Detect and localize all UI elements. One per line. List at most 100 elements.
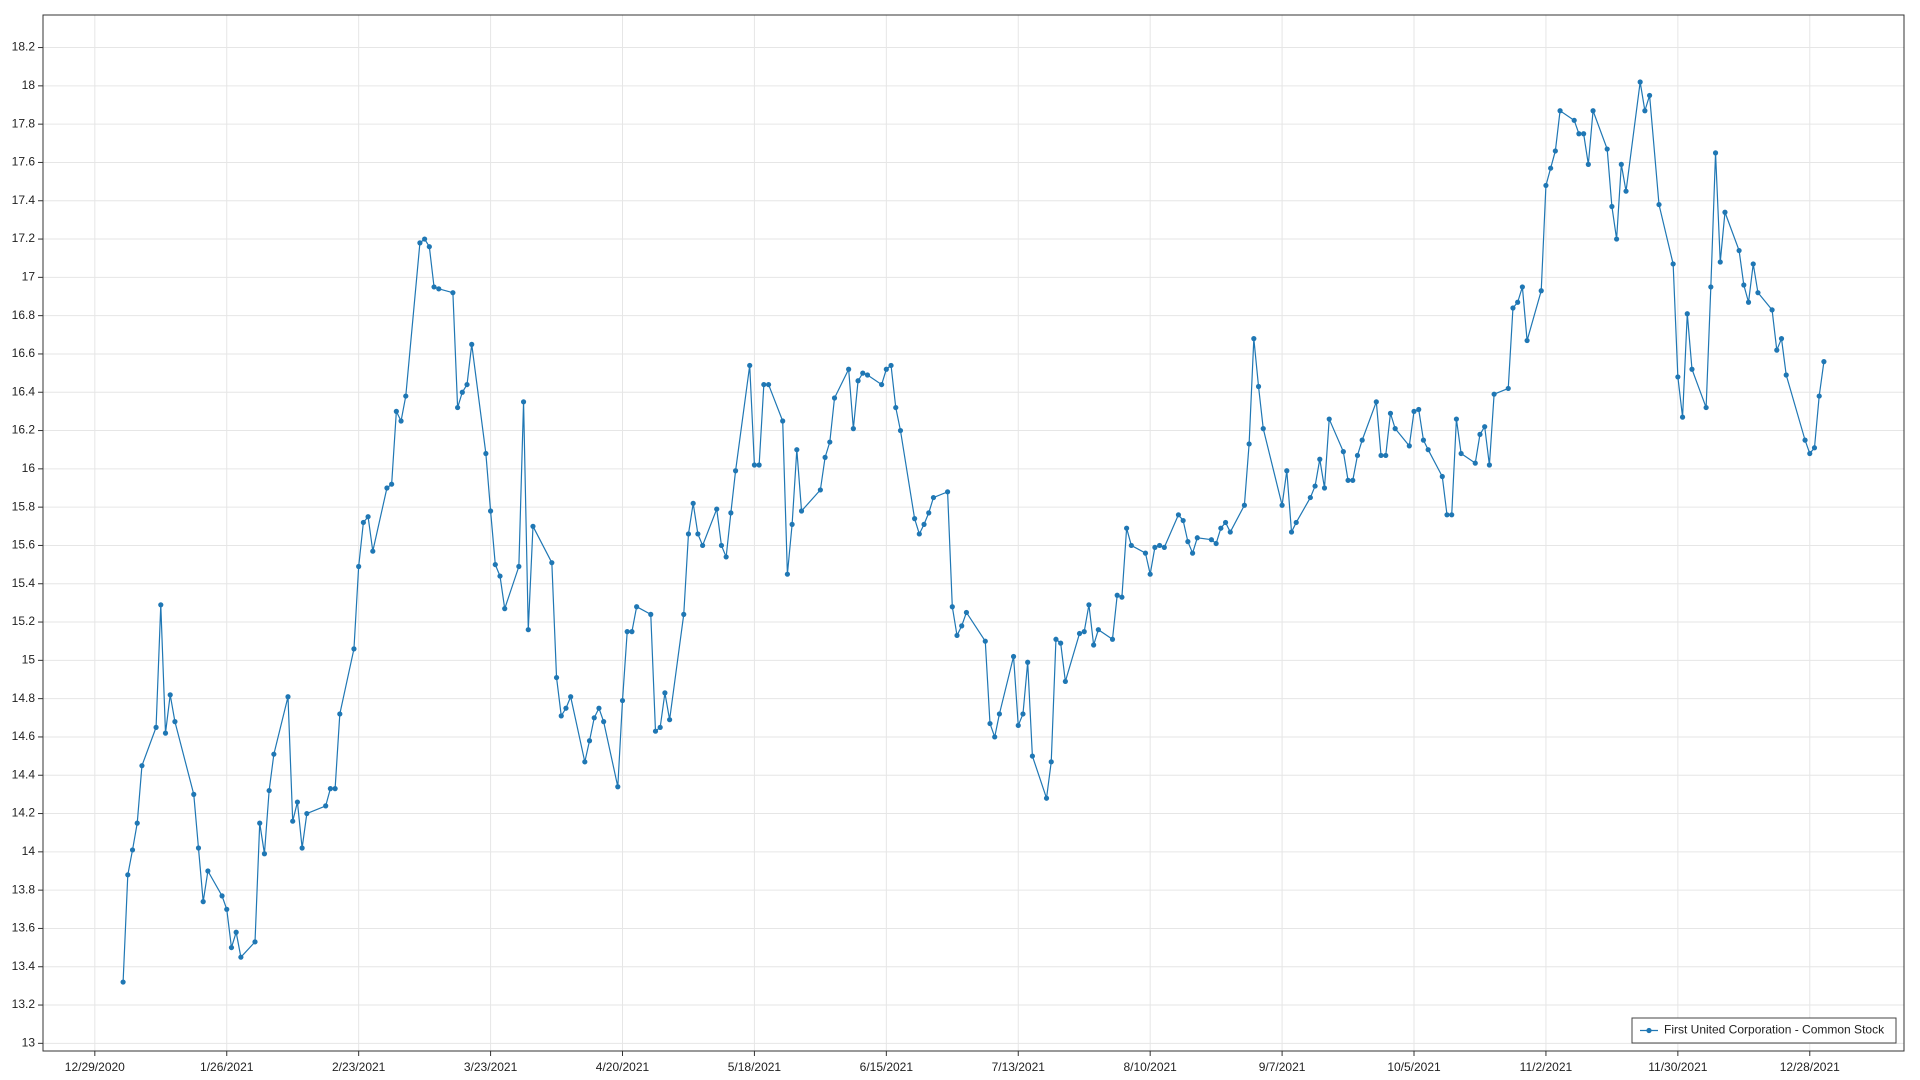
data-point [162,730,169,736]
data-point [1279,502,1285,508]
data-point [398,418,404,424]
data-point [1128,542,1134,549]
y-tick-label: 17.8 [12,116,36,130]
data-point [1109,636,1116,642]
data-point [629,629,635,635]
data-point [167,692,173,698]
data-point [1213,540,1219,547]
data-point [417,240,423,246]
data-point [1717,259,1723,265]
data-point [1081,629,1087,635]
data-point [1656,201,1662,208]
data-point [125,872,131,878]
data-point [780,418,786,424]
data-point [1708,284,1714,290]
data-point [1646,92,1653,99]
y-tick-label: 15.8 [12,499,36,513]
data-point [257,820,263,826]
data-point [765,381,772,388]
data-point [959,623,965,629]
data-point [299,845,305,851]
data-point [1519,284,1525,290]
data-point [1157,542,1163,549]
data-point [794,447,800,453]
y-tick-label: 13.6 [12,921,36,935]
data-point [1548,165,1554,171]
data-point [1783,372,1789,378]
data-point [1741,282,1747,288]
data-point [732,468,739,474]
data-point [798,508,805,514]
data-point [723,554,729,560]
y-tick-label: 15.2 [12,614,36,628]
data-point [1208,537,1215,543]
data-point [1058,640,1064,646]
data-point [846,366,852,372]
data-point [1048,759,1054,765]
data-point [822,454,828,460]
data-point [963,609,970,616]
data-point [1510,305,1516,311]
data-point [1425,447,1431,453]
data-point [1345,477,1351,483]
data-point [492,561,498,568]
data-point [1755,290,1761,296]
data-point [389,481,395,487]
data-point [558,713,564,719]
data-point [502,606,508,612]
data-point [1590,108,1596,114]
data-point [261,851,268,857]
data-point [1260,426,1266,432]
data-point [1284,468,1290,474]
data-point [1010,653,1017,660]
data-point [1350,477,1356,483]
data-point [487,508,494,514]
data-point [1142,550,1149,556]
data-point [888,362,894,369]
x-tick-label: 11/2/2021 [1520,1060,1573,1074]
data-point [1750,261,1756,267]
data-point [1359,437,1365,443]
data-point [1095,627,1101,633]
data-point [370,548,376,554]
data-point [987,720,993,727]
data-point [549,560,555,566]
data-point [1552,148,1558,154]
data-point [1807,450,1813,457]
data-point [525,627,531,633]
data-point [356,563,362,570]
x-tick-label: 9/7/2021 [1259,1060,1306,1074]
data-point [1373,399,1379,405]
data-point [624,629,630,635]
data-point [1458,450,1464,457]
data-point [153,724,159,730]
data-point [1623,188,1629,194]
data-point [1486,462,1492,468]
x-tick-label: 7/13/2021 [992,1060,1046,1074]
data-point [921,521,927,527]
x-tick-label: 2/23/2021 [332,1060,386,1074]
data-point [1472,460,1478,466]
data-point [728,510,734,516]
data-point [1778,336,1785,342]
data-point [530,523,536,529]
x-tick-label: 4/20/2021 [596,1060,650,1074]
data-point [1722,209,1728,215]
data-point [1449,512,1455,518]
data-point [327,786,333,792]
data-point [497,573,503,579]
x-tick-label: 5/18/2021 [728,1060,782,1074]
data-point [662,690,668,696]
data-point [200,899,206,905]
data-point [1811,445,1818,451]
data-point [685,531,692,537]
data-point [1241,502,1248,508]
data-point [238,954,244,960]
data-point [1354,452,1361,459]
y-tick-label: 17.4 [12,193,36,207]
data-point [1015,722,1021,729]
data-point [591,715,597,721]
data-point [1703,404,1709,411]
data-point [1222,519,1229,526]
data-point [1736,247,1742,254]
